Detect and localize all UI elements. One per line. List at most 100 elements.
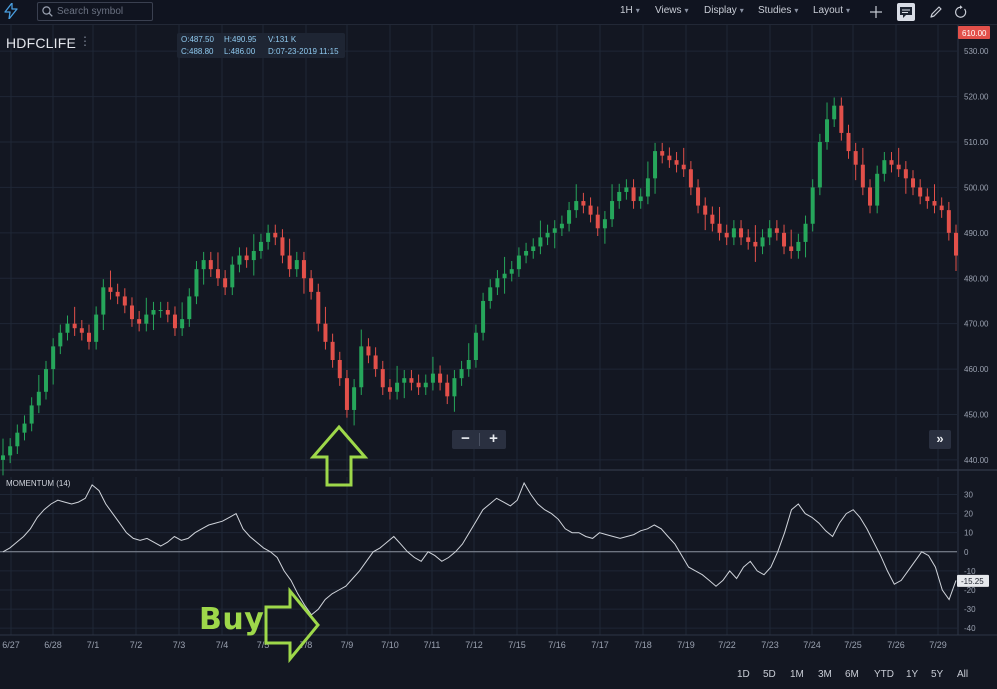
candle (932, 201, 937, 206)
ohlc-legend: O:487.50 H:490.95 V:131 K C:488.80 L:486… (177, 33, 345, 58)
date-tick-label: 7/12 (465, 640, 483, 650)
price-tick-label: 510.00 (964, 138, 989, 147)
candle (36, 391, 41, 406)
ohlc-high: H:490.95 (224, 35, 257, 44)
candle (552, 228, 557, 233)
range-1d-button[interactable]: 1D (737, 669, 750, 680)
range-3m-button[interactable]: 3M (818, 669, 832, 680)
views-dropdown[interactable]: Views ▾ (655, 5, 689, 16)
candle (882, 160, 887, 174)
zoom-divider (479, 433, 480, 446)
candle (767, 228, 772, 238)
candle (667, 155, 672, 161)
scroll-to-latest-button[interactable]: » (929, 430, 951, 449)
candle (660, 151, 665, 156)
candle (825, 119, 830, 142)
candle (58, 332, 63, 347)
views-label: Views (655, 5, 682, 16)
date-tick-label: 7/25 (844, 640, 862, 650)
comment-icon[interactable] (897, 3, 915, 21)
candle (810, 187, 815, 224)
candle (724, 232, 729, 238)
candle (187, 296, 192, 320)
candle (86, 332, 91, 342)
date-tick-label: 7/23 (761, 640, 779, 650)
price-tick-label: 530.00 (964, 47, 989, 56)
candle (631, 187, 636, 202)
buy-up-arrow-icon (309, 424, 369, 487)
lightning-logo-icon[interactable] (4, 3, 18, 19)
symbol-search[interactable] (37, 2, 153, 21)
ohlc-close: C:488.80 (181, 47, 214, 56)
zoom-in-button[interactable]: + (489, 430, 498, 447)
display-label: Display (704, 5, 737, 16)
candle (352, 387, 357, 410)
symbol-title[interactable]: HDFCLIFE (6, 35, 77, 51)
price-tick-label: 460.00 (964, 365, 989, 374)
candle (516, 255, 521, 270)
candle (746, 237, 751, 242)
search-input[interactable] (57, 4, 149, 19)
date-tick-label: 6/27 (2, 640, 20, 650)
buy-annotation-label: Buy (199, 602, 265, 637)
range-selector: 1D 5D 1M 3M 6M YTD 1Y 5Y All (0, 662, 997, 689)
display-dropdown[interactable]: Display ▾ (704, 5, 744, 16)
candle (832, 105, 837, 120)
candle (495, 278, 500, 288)
momentum-tick-label: 10 (964, 529, 973, 538)
date-tick-label: 7/9 (341, 640, 354, 650)
price-tick-label: 520.00 (964, 93, 989, 102)
candle (538, 237, 543, 247)
candle (309, 278, 314, 292)
chevron-down-icon: ▾ (635, 6, 640, 15)
reset-icon[interactable] (952, 3, 970, 21)
candle (696, 187, 701, 206)
candle (853, 151, 858, 165)
candle (237, 255, 242, 265)
range-ytd-button[interactable]: YTD (874, 669, 894, 680)
date-tick-label: 7/26 (887, 640, 905, 650)
crosshair-icon[interactable] (867, 3, 885, 21)
chevron-down-icon: ▾ (739, 6, 744, 15)
momentum-study-label[interactable]: MOMENTUM (14) (6, 479, 71, 488)
draw-pencil-icon[interactable] (927, 3, 945, 21)
candle (588, 205, 593, 215)
range-5y-button[interactable]: 5Y (931, 669, 944, 680)
more-options-icon[interactable]: ⋮ (79, 34, 91, 48)
date-tick-label: 7/2 (130, 640, 143, 650)
search-icon (42, 6, 53, 17)
momentum-line (2, 481, 957, 616)
candle (316, 291, 321, 324)
candle (158, 310, 163, 312)
chart-canvas[interactable]: 530.00 520.00 510.00 500.00 490.00 480.00 470.… (0, 25, 997, 663)
candle (294, 260, 299, 270)
price-tick-label: 500.00 (964, 183, 989, 192)
range-all-button[interactable]: All (957, 669, 969, 680)
range-1y-button[interactable]: 1Y (906, 669, 919, 680)
range-5d-button[interactable]: 5D (763, 669, 776, 680)
candle (445, 382, 450, 397)
axes: 530.00 520.00 510.00 500.00 490.00 480.00 470.… (2, 26, 990, 650)
candle (817, 142, 822, 188)
candle (373, 355, 378, 370)
candle (939, 205, 944, 211)
interval-dropdown[interactable]: 1H ▾ (620, 5, 640, 16)
chevron-down-icon: ▾ (846, 6, 851, 15)
candle (330, 341, 335, 360)
range-1m-button[interactable]: 1M (790, 669, 804, 680)
range-6m-button[interactable]: 6M (845, 669, 859, 680)
candle (846, 132, 851, 152)
candle (595, 214, 600, 229)
date-tick-label: 7/17 (591, 640, 609, 650)
candle (473, 332, 478, 360)
candle (559, 223, 564, 229)
candle (839, 105, 844, 133)
candle (760, 237, 765, 247)
layout-dropdown[interactable]: Layout ▾ (813, 5, 850, 16)
studies-dropdown[interactable]: Studies ▾ (758, 5, 798, 16)
candle (180, 319, 185, 329)
candle (875, 173, 880, 206)
candle (122, 296, 127, 306)
chevron-down-icon: ▾ (684, 6, 689, 15)
zoom-out-button[interactable]: − (461, 430, 470, 447)
